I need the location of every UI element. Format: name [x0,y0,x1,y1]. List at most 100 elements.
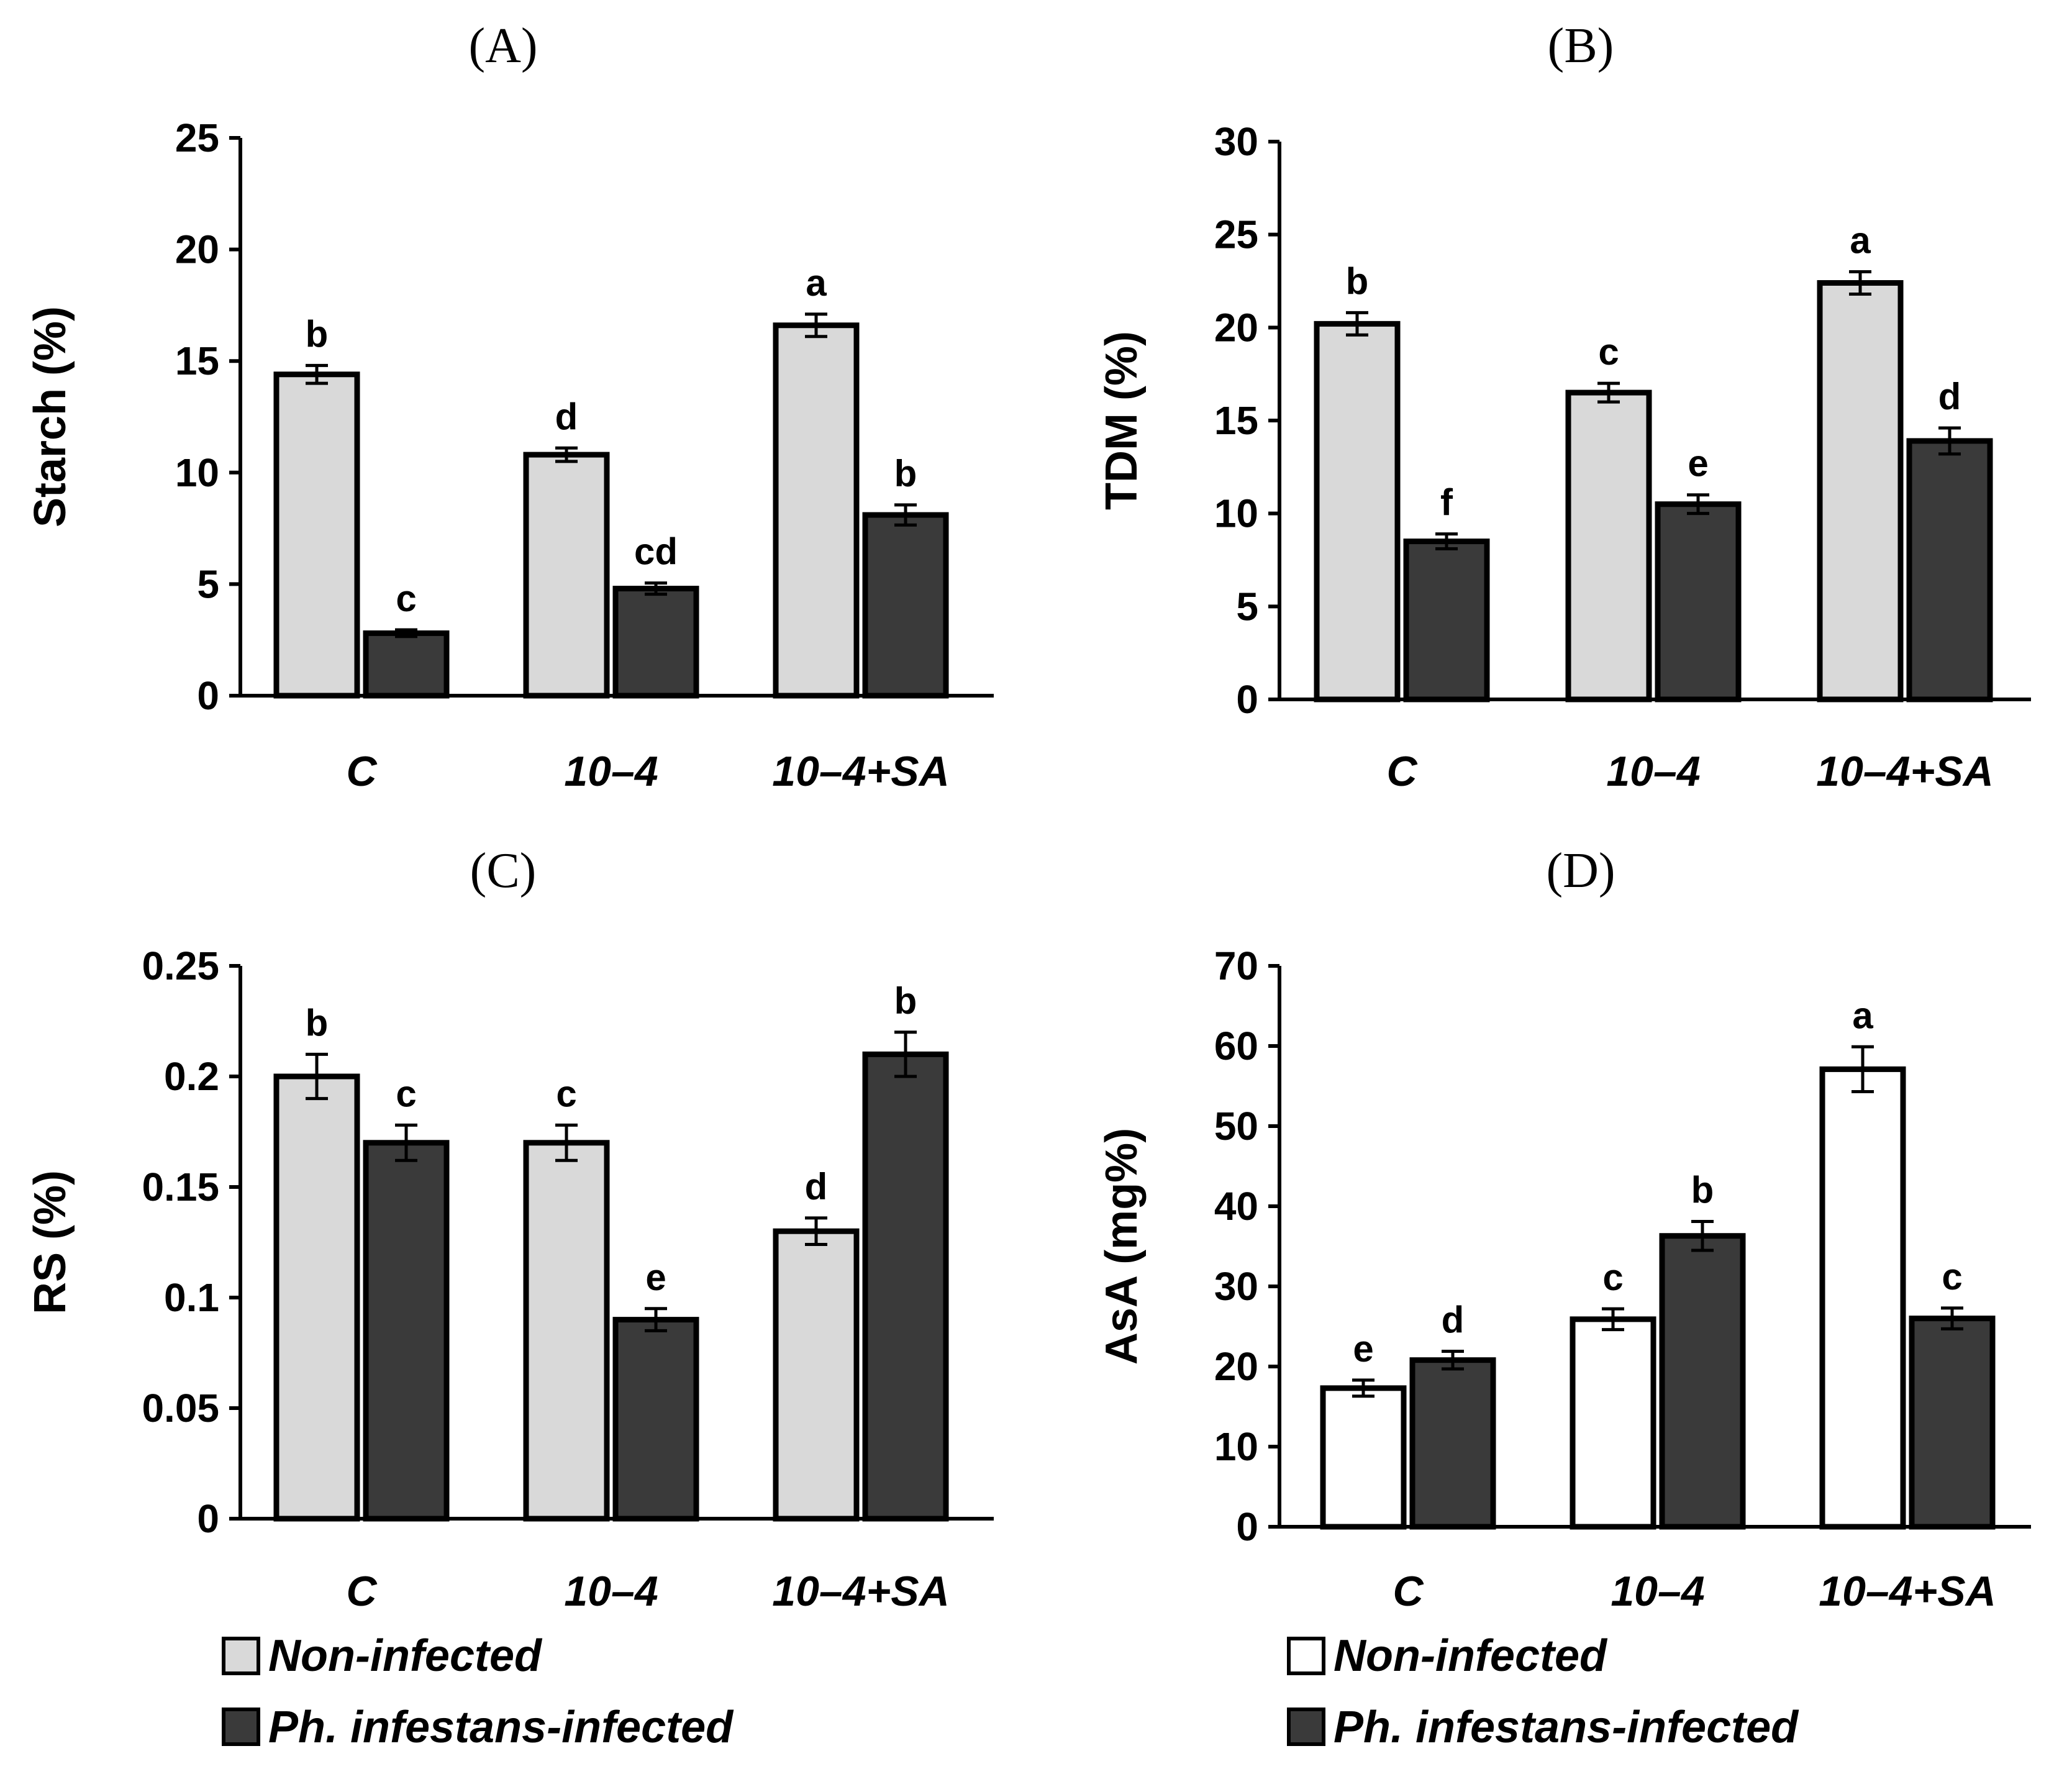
significance-letter: b [1691,1170,1714,1211]
y-tick-label: 0.2 [164,1054,219,1099]
chart-panel-a: (A) Starch (%) 0 5 10 15 20 25 b c Cd cd 10–4 a b 10–4+… [25,19,994,795]
x-category-label: C [346,1568,377,1615]
legend-label-non-infected: Non-infected [268,1631,543,1681]
y-tick-label: 40 [1214,1184,1258,1229]
chart-panel-b: (B) TDM (%) 0 5 10 15 20 25 30 b f Cc e 10–4 a d 10–4+SA [1097,19,2031,795]
bar-infected [612,1317,699,1522]
significance-letter: e [1688,443,1708,484]
bar-infected [1403,539,1490,703]
significance-letter: c [1942,1256,1962,1298]
bar-infected [363,630,450,699]
significance-letter: d [1442,1299,1465,1340]
significance-letter: a [1852,994,1873,1036]
y-tick-label: 70 [1214,944,1258,988]
y-axis-label: RS (%) [25,1170,75,1314]
y-tick-label: 25 [175,116,219,160]
significance-letter: c [556,1073,576,1114]
bar-infected [1409,1357,1496,1530]
bar-non-infected [523,452,610,699]
x-category-label: 10–4+SA [772,1568,949,1615]
legend-swatch-infected [222,1708,260,1746]
y-tick-label: 25 [1214,212,1258,257]
y-tick-label: 50 [1214,1104,1258,1148]
y-tick-label: 5 [197,562,219,606]
bar-infected [1906,438,1993,703]
bar-non-infected [773,322,860,699]
bar-infected [1909,1316,1996,1530]
y-tick-label: 0 [1236,677,1258,722]
significance-letter: b [306,313,329,355]
legend-label-non-infected: Non-infected [1334,1631,1608,1681]
significance-letter: b [1346,260,1369,302]
y-tick-label: 15 [1214,398,1258,443]
bar-non-infected [1819,1066,1906,1530]
bar-non-infected [1314,321,1401,703]
bar-non-infected [273,371,360,699]
legend-swatch-non-infected [1287,1637,1325,1675]
bar-non-infected [1320,1385,1407,1530]
significance-letter: e [645,1257,666,1298]
x-category-label: 10–4 [564,1568,658,1615]
significance-letter: c [1598,331,1619,373]
bar-non-infected [1570,1316,1656,1530]
significance-letter: a [1850,220,1871,261]
y-tick-label: 60 [1214,1024,1258,1068]
y-tick-label: 0 [197,673,219,718]
y-tick-label: 0.1 [164,1275,219,1320]
significance-letter: a [806,262,827,304]
x-category-label: 10–4+SA [772,748,949,795]
y-tick-label: 5 [1236,584,1258,629]
legend-label-infected: Ph. infestans-infected [1334,1703,1799,1752]
y-tick-label: 30 [1214,1264,1258,1309]
bar-infected [1659,1233,1746,1530]
x-category-label: 10–4+SA [1819,1568,1996,1615]
y-tick-label: 0.25 [142,944,219,988]
y-tick-label: 0 [197,1496,219,1541]
significance-letter: b [894,980,917,1022]
significance-letter: c [1602,1257,1623,1298]
x-category-label: 10–4 [1611,1568,1704,1615]
y-tick-label: 10 [175,450,219,495]
significance-letter: d [555,396,578,437]
legend-swatch-non-infected [222,1637,260,1675]
y-tick-label: 15 [175,339,219,383]
x-category-label: 10–4 [564,748,658,795]
chart-panel-c: (C) RS (%) 0 0.05 0.1 0.15 0.2 0.25 b c Cc e 10–4 d b 1… [25,844,994,1615]
bar-non-infected [1817,280,1904,703]
significance-letter: c [396,578,416,619]
significance-letter: d [1938,376,1961,417]
x-category-label: 10–4+SA [1816,748,1993,795]
bar-infected [612,586,699,699]
legend-right: Non-infected Ph. infestans-infected [1287,1631,1799,1752]
x-category-label: 10–4 [1606,748,1700,795]
panel-title: (D) [1546,844,1615,898]
y-axis-label: AsA (mg%) [1097,1128,1147,1365]
chart-panel-d: (D) AsA (mg%) 0 10 20 30 40 50 60 70 e d Cc b 10–4 a c 10… [1097,844,2031,1615]
y-tick-label: 0.15 [142,1165,219,1209]
bar-infected [862,512,949,699]
x-category-label: C [1386,748,1417,795]
panel-title: (A) [468,19,537,73]
y-tick-label: 0.05 [142,1386,219,1430]
legend-label-infected: Ph. infestans-infected [268,1703,734,1752]
significance-letter: b [894,453,917,494]
y-tick-label: 20 [175,227,219,272]
bar-non-infected [773,1228,860,1522]
y-axis-label: Starch (%) [25,306,75,527]
significance-letter: c [396,1073,416,1114]
bar-non-infected [273,1073,360,1522]
significance-letter: cd [634,531,678,573]
significance-letter: b [306,1002,329,1044]
bar-infected [862,1051,949,1522]
y-tick-label: 30 [1214,119,1258,164]
bar-infected [363,1140,450,1522]
y-tick-label: 20 [1214,305,1258,350]
panel-title: (B) [1548,19,1614,73]
significance-letter: e [1353,1328,1373,1370]
significance-letter: f [1440,482,1453,524]
x-category-label: C [1393,1568,1424,1615]
x-category-label: C [346,748,377,795]
bar-infected [1655,501,1742,703]
y-tick-label: 10 [1214,1424,1258,1469]
